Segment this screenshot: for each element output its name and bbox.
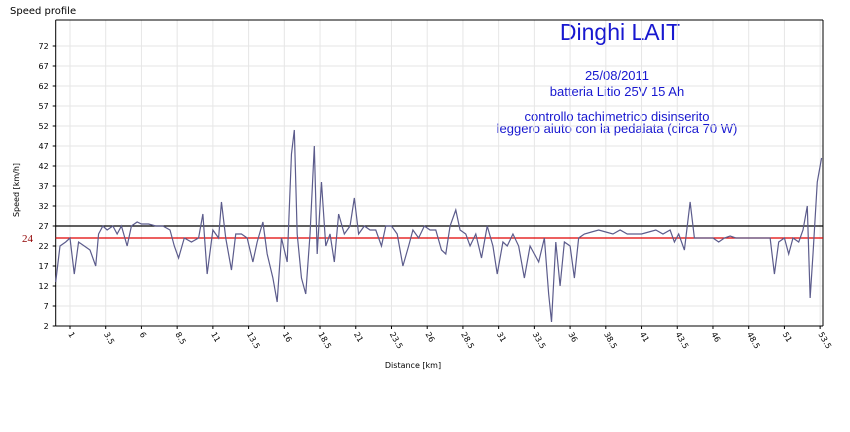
x-tick-label: 21 (352, 331, 365, 344)
x-axis-label: Distance [km] (385, 361, 441, 370)
x-tick-label: 16 (281, 331, 294, 344)
x-tick-label: 51 (781, 331, 794, 344)
y-tick-label: 2 (44, 322, 49, 331)
x-tick-label: 31 (495, 331, 508, 344)
chart-title: Speed profile (10, 6, 76, 17)
y-tick-label: 42 (39, 162, 49, 171)
x-tick-label: 36 (566, 331, 579, 344)
x-tick-label: 26 (423, 331, 436, 344)
x-tick-label: 46 (709, 331, 722, 344)
speed-line (55, 129, 823, 323)
y-tick-label: 22 (39, 242, 49, 251)
y-tick-label: 37 (39, 182, 49, 191)
y-tick-label: 57 (39, 102, 49, 111)
y-tick-label: 52 (39, 122, 49, 131)
annotation: leggero aiuto con la pedalata (circa 70 … (497, 121, 738, 136)
y-tick-label: 47 (39, 142, 49, 151)
x-tick-label: 1 (66, 331, 76, 340)
y-tick-label: 17 (39, 262, 49, 271)
y-tick-label: 7 (44, 302, 49, 311)
x-tick-label: 41 (638, 331, 651, 344)
y-tick-label: 32 (39, 202, 49, 211)
annotation: controllo tachimetrico disinserito (525, 109, 710, 124)
annotation: 25/08/2011 (585, 68, 649, 83)
y-tick-label: 62 (39, 82, 49, 91)
y-axis-label: Speed [km/h] (12, 163, 21, 217)
annotation-title: Dinghi LAIT (560, 19, 680, 45)
annotation: batteria Litio 25V 15 Ah (550, 84, 684, 99)
y-tick-label: 72 (39, 42, 49, 51)
y-tick-label: 12 (39, 282, 49, 291)
y-tick-label: 27 (39, 222, 49, 231)
y-tick-label: 67 (39, 62, 49, 71)
x-tick-label: 6 (138, 331, 148, 340)
reference-label: 24 (22, 233, 34, 245)
x-tick-label: 11 (209, 331, 222, 344)
